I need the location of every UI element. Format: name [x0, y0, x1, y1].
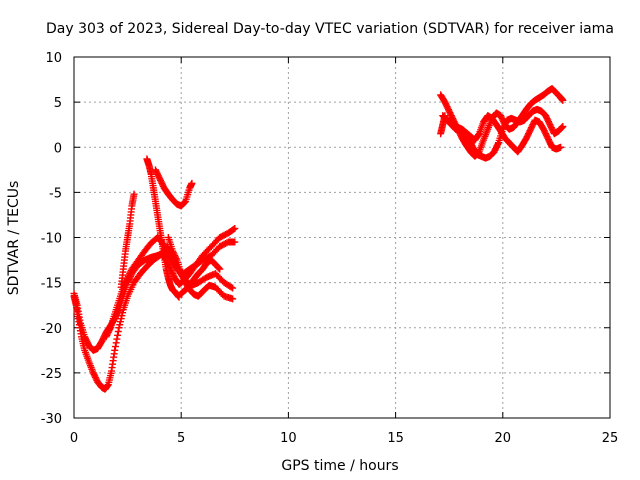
- data-point: [172, 255, 180, 263]
- data-point: [231, 224, 239, 232]
- data-point: [557, 124, 565, 132]
- x-tick-label: 5: [177, 431, 185, 446]
- series-0: [70, 243, 237, 393]
- x-tick-label: 0: [70, 431, 78, 446]
- series-6: [151, 166, 196, 210]
- data-point: [106, 325, 114, 333]
- series-10: [445, 112, 565, 156]
- data-point: [494, 140, 502, 148]
- y-tick-label: -5: [49, 186, 62, 201]
- series-11: [437, 112, 449, 138]
- chart-title: Day 303 of 2023, Sidereal Day-to-day VTE…: [46, 21, 614, 37]
- data-point: [216, 265, 224, 273]
- data-point: [113, 335, 121, 343]
- x-tick-label: 20: [495, 431, 512, 446]
- data-point: [214, 264, 222, 272]
- data-point: [230, 225, 238, 233]
- y-tick-label: 5: [54, 96, 62, 111]
- data-point: [188, 179, 196, 187]
- data-point: [130, 190, 138, 198]
- data-point: [180, 199, 188, 207]
- data-point: [175, 293, 183, 301]
- data-points: [70, 85, 567, 393]
- data-point: [231, 238, 239, 246]
- data-point: [441, 112, 449, 120]
- y-tick-label: -20: [41, 322, 62, 337]
- series-8: [437, 85, 567, 160]
- axis-ticks: 0 5 10 15 20 25 -30 -25 -20 -15 -10 -5 0 5 10: [41, 51, 619, 446]
- x-axis-label: GPS time / hours: [281, 458, 398, 474]
- data-point: [229, 284, 237, 292]
- data-point: [111, 346, 119, 354]
- data-point: [559, 96, 567, 104]
- data-point: [227, 283, 235, 291]
- y-tick-label: -25: [41, 367, 62, 382]
- data-point: [114, 328, 122, 336]
- x-tick-label: 25: [602, 431, 619, 446]
- data-point: [111, 343, 119, 351]
- data-point: [215, 264, 223, 272]
- x-tick-label: 15: [387, 431, 404, 446]
- y-tick-label: -10: [41, 232, 62, 247]
- data-point: [559, 122, 567, 130]
- data-point: [558, 123, 566, 131]
- series-4: [143, 155, 183, 301]
- y-tick-label: 10: [45, 51, 62, 66]
- y-axis-label: SDTVAR / TECUs: [6, 181, 22, 296]
- x-tick-label: 10: [280, 431, 297, 446]
- data-point: [557, 143, 565, 151]
- y-tick-label: -30: [41, 412, 62, 427]
- series-7: [177, 256, 224, 297]
- y-tick-label: -15: [41, 277, 62, 292]
- data-point: [112, 339, 120, 347]
- y-tick-label: 0: [54, 141, 62, 156]
- series-5: [164, 234, 237, 303]
- data-point: [114, 331, 122, 339]
- data-point: [229, 295, 237, 303]
- series-3: [117, 190, 138, 291]
